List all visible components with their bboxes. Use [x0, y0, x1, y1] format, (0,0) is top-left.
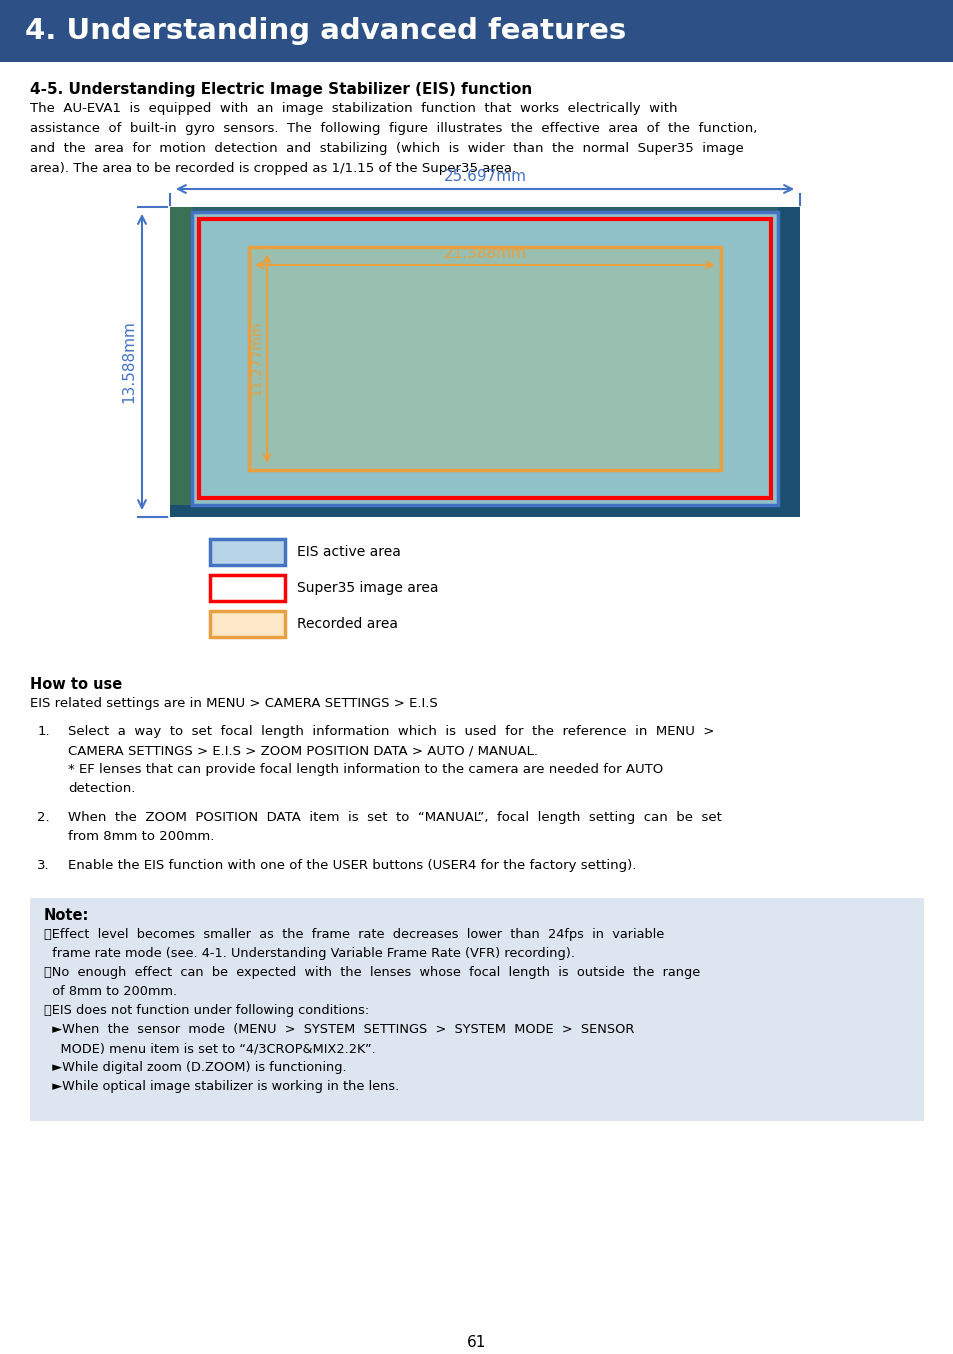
Text: EIS related settings are in MENU > CAMERA SETTINGS > E.I.S: EIS related settings are in MENU > CAMER…: [30, 697, 437, 709]
Bar: [249, 246, 720, 470]
Text: MODE) menu item is set to “4/3CROP&MIX2.2K”.: MODE) menu item is set to “4/3CROP&MIX2.…: [44, 1043, 375, 1055]
Bar: [192, 213, 778, 505]
Text: How to use: How to use: [30, 677, 122, 692]
Text: Super35 image area: Super35 image area: [296, 581, 438, 594]
Text: Select  a  way  to  set  focal  length  information  which  is  used  for  the  : Select a way to set focal length informa…: [68, 724, 714, 738]
Text: and  the  area  for  motion  detection  and  stabilizing  (which  is  wider  tha: and the area for motion detection and st…: [30, 142, 743, 154]
Text: * EF lenses that can provide focal length information to the camera are needed f: * EF lenses that can provide focal lengt…: [68, 764, 662, 776]
Bar: [199, 219, 770, 498]
Text: 2.: 2.: [37, 811, 50, 825]
Text: 21.388mm: 21.388mm: [443, 246, 526, 261]
Text: from 8mm to 200mm.: from 8mm to 200mm.: [68, 830, 214, 844]
Bar: [0, 0, 953, 62]
Text: ►While digital zoom (D.ZOOM) is functioning.: ►While digital zoom (D.ZOOM) is function…: [44, 1062, 346, 1074]
Text: EIS active area: EIS active area: [296, 546, 400, 559]
Text: 4. Understanding advanced features: 4. Understanding advanced features: [25, 18, 625, 45]
Text: ・Effect  level  becomes  smaller  as  the  frame  rate  decreases  lower  than  : ・Effect level becomes smaller as the fra…: [44, 927, 663, 941]
Text: ・No  enough  effect  can  be  expected  with  the  lenses  whose  focal  length : ・No enough effect can be expected with t…: [44, 965, 700, 979]
Text: 61: 61: [467, 1335, 486, 1350]
Text: CAMERA SETTINGS > E.I.S > ZOOM POSITION DATA > AUTO / MANUAL.: CAMERA SETTINGS > E.I.S > ZOOM POSITION …: [68, 743, 537, 757]
Text: 4-5. Understanding Electric Image Stabilizer (EIS) function: 4-5. Understanding Electric Image Stabil…: [30, 83, 532, 97]
Bar: [778, 207, 800, 517]
Text: Recorded area: Recorded area: [296, 617, 397, 631]
Text: Note:: Note:: [44, 909, 90, 923]
Bar: [210, 539, 285, 565]
Text: ►When  the  sensor  mode  (MENU  >  SYSTEM  SETTINGS  >  SYSTEM  MODE  >  SENSOR: ►When the sensor mode (MENU > SYSTEM SET…: [44, 1024, 634, 1036]
Text: assistance  of  built-in  gyro  sensors.  The  following  figure  illustrates  t: assistance of built-in gyro sensors. The…: [30, 122, 757, 135]
Text: 13.588mm: 13.588mm: [121, 321, 136, 403]
Text: 25.697mm: 25.697mm: [443, 169, 526, 184]
Text: area). The area to be recorded is cropped as 1/1.15 of the Super35 area.: area). The area to be recorded is croppe…: [30, 162, 516, 175]
Text: 3.: 3.: [37, 858, 50, 872]
Text: The  AU-EVA1  is  equipped  with  an  image  stabilization  function  that  work: The AU-EVA1 is equipped with an image st…: [30, 102, 677, 115]
Bar: [210, 611, 285, 636]
Bar: [170, 207, 192, 517]
Bar: [210, 575, 285, 601]
Text: detection.: detection.: [68, 783, 135, 795]
Bar: [170, 505, 800, 517]
Text: of 8mm to 200mm.: of 8mm to 200mm.: [44, 984, 177, 998]
Text: 1.: 1.: [37, 724, 50, 738]
Bar: [170, 207, 800, 517]
Bar: [30, 898, 923, 1121]
Text: Enable the EIS function with one of the USER buttons (USER4 for the factory sett: Enable the EIS function with one of the …: [68, 858, 636, 872]
Text: 11.277mm: 11.277mm: [249, 321, 263, 397]
Text: frame rate mode (see. 4-1. Understanding Variable Frame Rate (VFR) recording).: frame rate mode (see. 4-1. Understanding…: [44, 946, 575, 960]
Text: ►While optical image stabilizer is working in the lens.: ►While optical image stabilizer is worki…: [44, 1080, 399, 1093]
Text: ・EIS does not function under following conditions:: ・EIS does not function under following c…: [44, 1005, 369, 1017]
Text: When  the  ZOOM  POSITION  DATA  item  is  set  to  “MANUAL”,  focal  length  se: When the ZOOM POSITION DATA item is set …: [68, 811, 721, 825]
